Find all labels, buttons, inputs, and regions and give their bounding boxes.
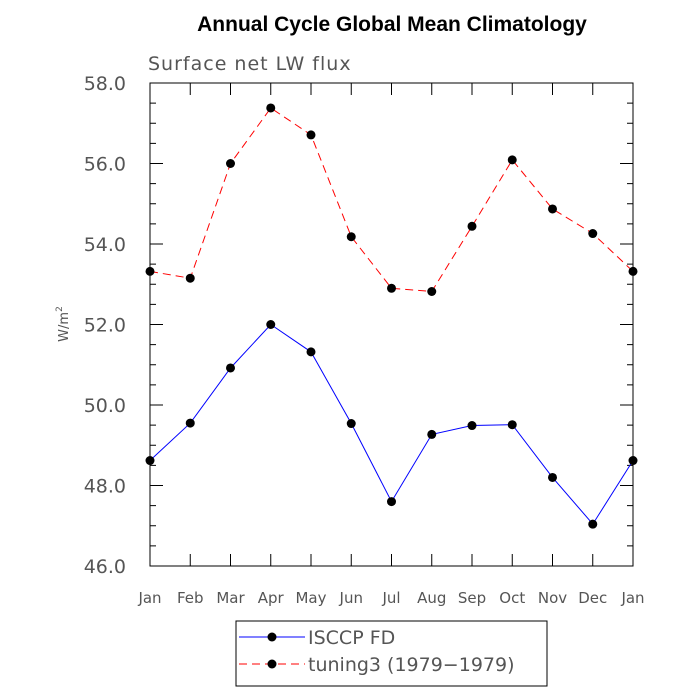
x-tick-label: Sep: [458, 589, 486, 607]
series-layer: [145, 103, 638, 529]
x-tick-label: May: [295, 589, 326, 607]
x-tick-label: Feb: [177, 589, 204, 607]
legend: ISCCP FD tuning3 (1979−1979): [235, 620, 548, 687]
series-0-point: [387, 497, 396, 507]
series-line-0: [149, 323, 634, 525]
y-axis-label-superscript: 2: [55, 306, 65, 312]
y-axis-label: W/m2: [55, 306, 72, 342]
series-0-point: [467, 421, 477, 431]
series-1-point: [548, 204, 557, 214]
series-1-point: [467, 221, 477, 231]
x-tick-label: Jul: [381, 589, 400, 607]
y-tick-label: 46.0: [84, 556, 126, 578]
legend-box: [235, 620, 548, 687]
series-1-point: [226, 159, 235, 168]
series-1-point: [387, 283, 396, 293]
series-1-point: [588, 229, 598, 239]
series-1-point: [507, 155, 517, 165]
chart-title: Annual Cycle Global Mean Climatology: [197, 13, 587, 36]
x-axis-ticks: Jan Feb Mar Apr May Jun Jul Aug Sep Oct Nov Dec Jan: [137, 83, 645, 607]
series-1-point: [266, 103, 276, 113]
series-1-point: [628, 266, 638, 276]
x-tick-label: Nov: [538, 589, 567, 607]
x-tick-label: Jan: [620, 589, 644, 607]
y-tick-label: 50.0: [84, 395, 126, 417]
series-0-point: [306, 347, 316, 357]
y-axis-ticks: 46.0 48.0 50.0 52.0 54.0 56.0 58.0: [84, 73, 633, 578]
series-0-point: [346, 419, 356, 429]
y-tick-label: 58.0: [84, 73, 126, 95]
series-0-point: [226, 363, 235, 373]
y-tick-label: 48.0: [84, 476, 126, 498]
series-0-point: [507, 420, 517, 430]
series-0-point: [628, 456, 638, 466]
y-tick-label: 56.0: [84, 154, 126, 176]
series-1-point: [145, 266, 155, 276]
x-tick-label: Jun: [339, 589, 363, 607]
series-line-1: [149, 107, 634, 293]
series-1-point: [185, 273, 195, 283]
legend-label-tuning3: tuning3 (1979−1979): [308, 654, 515, 676]
series-1-point: [306, 130, 316, 140]
series-0-point: [266, 320, 276, 329]
x-tick-label: Aug: [417, 589, 446, 607]
x-tick-label: Jan: [137, 589, 161, 607]
x-tick-label: Apr: [258, 589, 285, 607]
series-0-point: [185, 418, 195, 428]
series-0-point: [145, 456, 155, 466]
legend-marker-isccp-fd: [267, 632, 277, 642]
chart-subtitle: Surface net LW flux: [148, 53, 352, 75]
series-0-point: [548, 472, 557, 482]
x-tick-label: Dec: [578, 589, 607, 607]
x-tick-label: Oct: [499, 589, 525, 607]
series-0-point: [427, 429, 437, 439]
series-1-point: [346, 232, 356, 242]
plot-frame: [149, 82, 634, 567]
y-axis-label-text: W/m: [57, 312, 72, 342]
legend-marker-tuning3: [267, 659, 277, 669]
series-1-point: [427, 286, 437, 296]
y-tick-label: 52.0: [84, 315, 126, 337]
legend-label-isccp-fd: ISCCP FD: [308, 627, 395, 649]
x-tick-label: Mar: [216, 589, 245, 607]
y-tick-label: 54.0: [84, 234, 126, 256]
series-0-point: [588, 519, 598, 529]
